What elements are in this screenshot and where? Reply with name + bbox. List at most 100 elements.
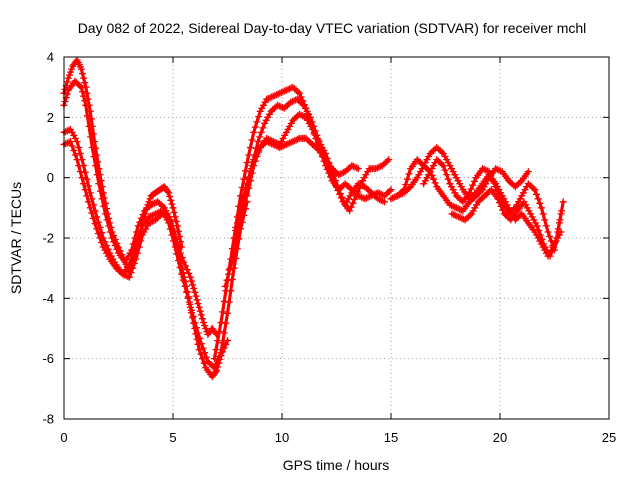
data-point-marker	[270, 104, 278, 112]
data-point-marker	[330, 172, 338, 180]
data-point-marker	[292, 86, 300, 94]
data-point-marker	[63, 90, 71, 98]
series-track-rise-d	[243, 134, 362, 200]
data-point-marker	[536, 231, 544, 239]
data-point-marker	[61, 98, 69, 105]
data-point-marker	[215, 352, 223, 360]
data-point-marker	[171, 243, 179, 251]
data-point-marker	[516, 195, 524, 203]
y-tick-label: -6	[42, 351, 54, 366]
data-point-marker	[478, 195, 485, 203]
data-point-marker	[81, 186, 89, 194]
data-point-marker	[439, 162, 447, 170]
data-point-marker	[496, 199, 503, 207]
data-point-marker	[280, 104, 288, 112]
data-point-marker	[68, 128, 76, 136]
data-point-marker	[114, 266, 122, 274]
data-point-marker	[98, 239, 106, 246]
data-point-marker	[93, 171, 101, 179]
data-point-marker	[137, 214, 145, 222]
data-point-marker	[533, 222, 541, 230]
data-point-marker	[282, 103, 290, 111]
data-point-marker	[217, 349, 225, 357]
data-point-marker	[231, 243, 239, 251]
data-point-marker	[541, 216, 549, 224]
data-point-marker	[201, 322, 209, 329]
data-point-marker	[310, 128, 318, 136]
data-point-marker	[448, 202, 455, 210]
data-point-marker	[464, 213, 472, 221]
data-point-marker	[345, 183, 352, 191]
data-point-marker	[215, 328, 223, 335]
data-point-marker	[403, 186, 411, 194]
data-point-marker	[335, 171, 343, 179]
data-point-marker	[495, 166, 503, 174]
data-point-marker	[428, 148, 436, 156]
data-point-marker	[83, 89, 91, 97]
data-point-marker	[179, 276, 187, 284]
data-point-marker	[89, 214, 97, 222]
data-point-marker	[463, 214, 471, 222]
data-point-marker	[546, 252, 554, 260]
data-point-marker	[345, 165, 352, 173]
data-point-marker	[506, 208, 514, 216]
data-point-marker	[91, 220, 99, 228]
data-point-marker	[292, 136, 300, 144]
data-point-marker	[511, 183, 519, 191]
data-point-marker	[183, 266, 191, 274]
data-point-marker	[428, 165, 436, 173]
data-point-marker	[282, 128, 290, 136]
data-point-marker	[351, 196, 358, 203]
data-point-marker	[269, 141, 277, 148]
data-point-marker	[456, 180, 464, 188]
data-point-marker	[228, 258, 236, 266]
data-point-marker	[305, 119, 313, 127]
data-point-marker	[67, 138, 74, 145]
data-point-marker	[254, 138, 262, 145]
y-tick-label: 4	[47, 50, 54, 65]
data-point-marker	[315, 138, 323, 145]
data-point-marker	[136, 218, 144, 226]
data-point-marker	[292, 113, 300, 121]
data-point-marker	[220, 329, 228, 337]
data-point-marker	[257, 128, 265, 136]
data-point-marker	[141, 207, 149, 215]
data-point-marker	[245, 184, 253, 192]
data-point-marker	[539, 210, 547, 218]
data-point-marker	[474, 198, 482, 206]
data-point-marker	[554, 225, 562, 233]
data-point-marker	[94, 230, 102, 237]
data-point-marker	[111, 242, 119, 249]
data-point-marker	[76, 150, 84, 157]
data-point-marker	[443, 171, 451, 179]
data-point-marker	[415, 157, 423, 165]
data-point-marker	[153, 209, 161, 217]
data-point-marker	[175, 257, 182, 265]
data-point-marker	[298, 100, 306, 108]
data-point-marker	[536, 199, 544, 207]
data-point-marker	[246, 144, 254, 151]
data-point-marker	[535, 227, 543, 234]
data-point-marker	[343, 181, 351, 189]
data-point-marker	[124, 273, 132, 280]
data-point-marker	[170, 237, 177, 245]
data-point-marker	[248, 136, 256, 144]
data-point-marker	[135, 243, 143, 251]
data-point-marker	[148, 217, 156, 225]
data-point-marker	[266, 94, 274, 102]
data-point-marker	[466, 189, 473, 197]
y-tick-label: -2	[42, 231, 54, 246]
data-point-marker	[83, 175, 91, 183]
data-point-marker	[381, 198, 388, 206]
data-point-marker	[127, 269, 135, 277]
data-point-marker	[553, 234, 561, 242]
data-point-marker	[220, 297, 228, 305]
data-point-marker	[494, 195, 502, 203]
data-point-marker	[479, 186, 487, 194]
data-point-marker	[83, 192, 91, 200]
data-point-marker	[67, 68, 74, 76]
data-point-marker	[75, 162, 83, 170]
data-point-marker	[248, 169, 256, 177]
data-point-marker	[170, 208, 178, 216]
data-point-marker	[446, 201, 454, 209]
